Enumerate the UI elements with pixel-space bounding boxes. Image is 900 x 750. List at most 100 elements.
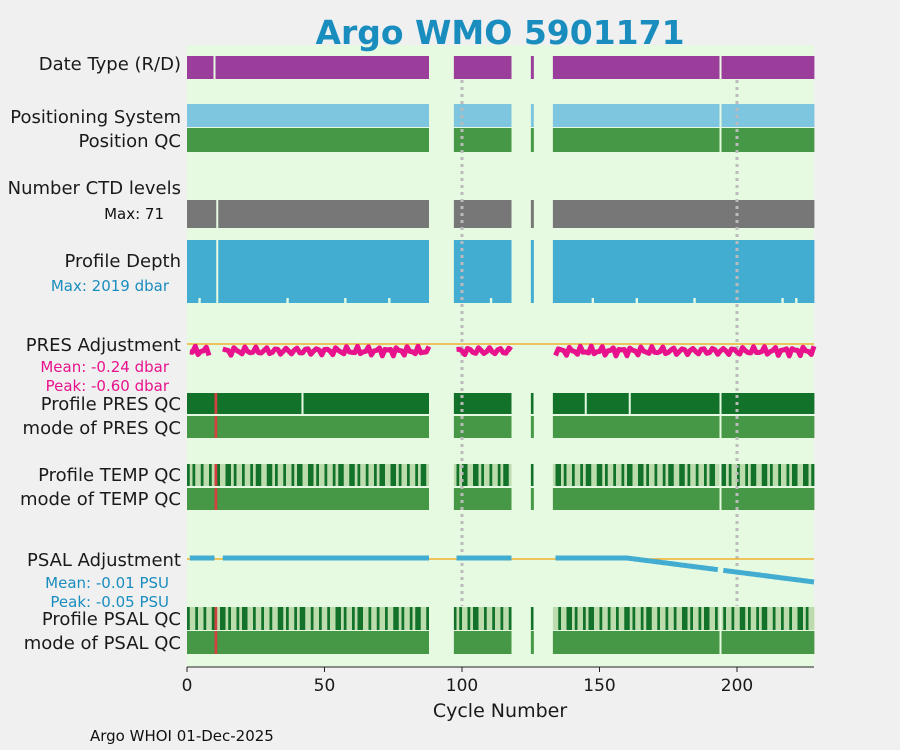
- position-qc-bar-63: [357, 128, 361, 152]
- psal-qc-bar-171: [654, 607, 658, 630]
- date-type-bar-212: [767, 56, 771, 79]
- psal-mode-bar-26: [255, 631, 259, 654]
- psal-qc-bar-188: [701, 607, 705, 630]
- temp-mode-bar-80: [404, 488, 408, 510]
- temp-qc-bar-227: [808, 464, 812, 486]
- psal-qc-bar-64: [360, 607, 364, 630]
- pres-qc-bar-60: [349, 393, 353, 414]
- temp-mode-bar-163: [632, 488, 636, 510]
- positioning-bar-212: [767, 104, 771, 127]
- temp-mode-bar-18: [233, 488, 237, 510]
- psal-mode-bar-57: [341, 631, 345, 654]
- position-qc-bar-116: [503, 128, 507, 152]
- psal-mode-bar-58: [343, 631, 347, 654]
- ctd-bar-223: [797, 200, 801, 228]
- date-type-bar-51: [324, 56, 328, 79]
- psal-mode-bar-78: [398, 631, 402, 654]
- ctd-bar-118: [508, 200, 512, 228]
- temp-mode-bar-182: [684, 488, 688, 510]
- temp-mode-bar-218: [783, 488, 787, 510]
- pres-mode-bar-27: [258, 416, 262, 438]
- positioning-bar-54: [332, 104, 336, 127]
- pres-qc-bar-29: [264, 393, 268, 414]
- psal-qc-bar-194: [717, 607, 721, 630]
- depth-bar-186: [695, 240, 699, 303]
- ctd-bar-38: [288, 200, 292, 228]
- depth-bar-46: [310, 240, 314, 303]
- temp-qc-bar-18: [233, 464, 237, 486]
- pres-qc-bar-8: [206, 393, 210, 414]
- temp-mode-bar-81: [407, 488, 411, 510]
- depth-bar-11: [214, 240, 218, 303]
- psal-mode-bar-147: [588, 631, 592, 654]
- ctd-bar-227: [808, 200, 812, 228]
- pres-mode-bar-57: [341, 416, 345, 438]
- date-type-bar-137: [561, 56, 565, 79]
- positioning-bar-204: [745, 104, 749, 127]
- positioning-bar-73: [385, 104, 389, 127]
- temp-mode-bar-172: [657, 488, 661, 510]
- temp-qc-bar-147: [588, 464, 592, 486]
- temp-mode-bar-150: [596, 488, 600, 510]
- date-type-bar-45: [308, 56, 312, 79]
- temp-qc-bar-176: [668, 464, 672, 486]
- pres-mode-bar-224: [800, 416, 804, 438]
- date-type-bar-67: [368, 56, 372, 79]
- pres-qc-bar-24: [250, 393, 254, 414]
- pres-mode-bar-174: [662, 416, 666, 438]
- temp-mode-bar-108: [481, 488, 485, 510]
- position-qc-bar-155: [610, 128, 614, 152]
- position-qc-bar-111: [489, 128, 493, 152]
- temp-qc-bar-104: [470, 464, 474, 486]
- date-type-bar-160: [624, 56, 628, 79]
- pres-qc-bar-164: [635, 393, 639, 414]
- position-qc-bar-147: [588, 128, 592, 152]
- pres-qc-bar-194: [717, 393, 721, 414]
- positioning-bar-30: [266, 104, 270, 127]
- date-type-bar-164: [635, 56, 639, 79]
- pres-mode-bar-161: [627, 416, 631, 438]
- pres-mode-bar-99: [456, 416, 460, 438]
- ctd-bar-48: [316, 200, 320, 228]
- x-tick-label-100: 100: [446, 676, 478, 696]
- ctd-bar-152: [602, 200, 606, 228]
- temp-qc-bar-40: [294, 464, 298, 486]
- pres-mode-bar-176: [668, 416, 672, 438]
- psal-mode-bar-15: [225, 631, 229, 654]
- pres-qc-bar-116: [503, 393, 507, 414]
- temp-qc-bar-14: [222, 464, 226, 486]
- psal-qc-bar-18: [233, 607, 237, 630]
- psal-mode-bar-83: [412, 631, 416, 654]
- positioning-bar-106: [475, 104, 479, 127]
- depth-bar-73: [385, 240, 389, 303]
- psal-qc-bar-45: [308, 607, 312, 630]
- ctd-bar-82: [409, 200, 413, 228]
- pres-mode-bar-169: [649, 416, 653, 438]
- pres-qc-bar-53: [330, 393, 334, 414]
- psal-mode-bar-181: [682, 631, 686, 654]
- ctd-bar-170: [651, 200, 655, 228]
- psal-qc-bar-149: [594, 607, 598, 630]
- date-type-bar-108: [481, 56, 485, 79]
- psal-mode-bar-107: [478, 631, 482, 654]
- ctd-bar-141: [572, 200, 576, 228]
- temp-mode-bar-27: [258, 488, 262, 510]
- psal-mode-bar-111: [489, 631, 493, 654]
- position-qc-bar-140: [569, 128, 573, 152]
- positioning-bar-81: [407, 104, 411, 127]
- depth-bar-47: [313, 240, 317, 303]
- temp-qc-bar-1: [187, 464, 191, 486]
- pres-mode-bar-71: [379, 416, 383, 438]
- pres-qc-bar-58: [343, 393, 347, 414]
- positioning-bar-188: [701, 104, 705, 127]
- psal-mode-bar-134: [552, 631, 556, 654]
- temp-mode-bar-54: [332, 488, 336, 510]
- depth-bar-225: [803, 240, 807, 303]
- ctd-bar-41: [297, 200, 301, 228]
- depth-bar-110: [486, 240, 490, 303]
- temp-mode-bar-78: [398, 488, 402, 510]
- ctd-bar-66: [365, 200, 369, 228]
- depth-bar-5: [198, 240, 202, 298]
- position-qc-bar-208: [756, 128, 760, 152]
- positioning-bar-139: [566, 104, 570, 127]
